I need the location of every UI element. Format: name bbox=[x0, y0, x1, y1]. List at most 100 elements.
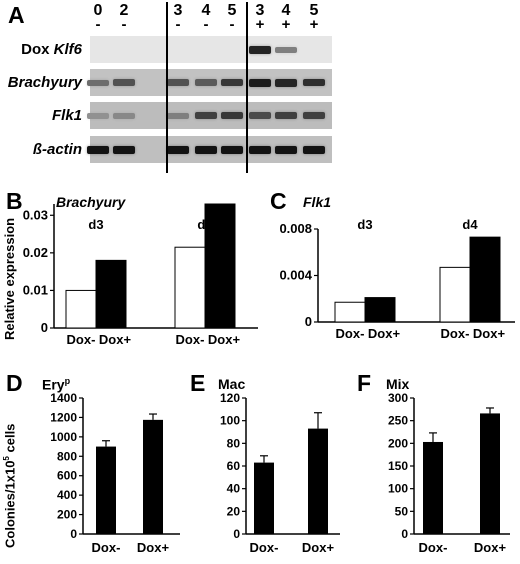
gel-band bbox=[87, 79, 109, 86]
y-tick-label: 80 bbox=[227, 436, 241, 450]
x-tick-label: Dox+ bbox=[137, 540, 170, 555]
gel-band bbox=[167, 145, 189, 154]
chart-f-title: Mix bbox=[386, 376, 410, 392]
bar bbox=[334, 301, 366, 323]
lane-dox-2: - bbox=[121, 16, 127, 33]
y-tick-label: 0 bbox=[401, 527, 408, 541]
y-tick-label: 0.004 bbox=[279, 268, 312, 283]
chart-c-title: Flk1 bbox=[303, 194, 332, 210]
gel-band bbox=[195, 145, 217, 154]
gel-band bbox=[87, 145, 109, 154]
gene-label-name: ß-actin bbox=[32, 141, 82, 158]
x-tick-label: Dox- bbox=[176, 332, 205, 347]
x-tick-label: Dox- bbox=[336, 326, 365, 341]
y-tick-label: 0 bbox=[233, 527, 240, 541]
lane-dox-3: - bbox=[175, 16, 181, 33]
y-tick-label: 0 bbox=[70, 527, 77, 541]
x-tick-label: Dox+ bbox=[208, 332, 241, 347]
x-tick-label: Dox+ bbox=[473, 326, 506, 341]
group-label: d4 bbox=[462, 217, 478, 232]
gel-band bbox=[249, 112, 271, 119]
y-tick-label: 1200 bbox=[50, 410, 77, 424]
group-label: d3 bbox=[88, 217, 103, 232]
y-tick-label: 400 bbox=[57, 488, 77, 502]
x-tick-label: Dox+ bbox=[474, 540, 507, 555]
bar bbox=[423, 441, 443, 534]
x-tick-label: Dox+ bbox=[99, 332, 132, 347]
lane-divider-2 bbox=[246, 2, 248, 173]
y-tick-label: 0 bbox=[305, 314, 312, 329]
gene-label-1: Dox Klf6 bbox=[21, 41, 82, 58]
group-label: d4 bbox=[197, 217, 213, 232]
gel-band bbox=[303, 112, 325, 119]
gel-band bbox=[167, 112, 189, 119]
y-tick-label: 0.02 bbox=[23, 245, 48, 260]
gene-label-4: ß-actin bbox=[33, 141, 82, 158]
bar bbox=[439, 266, 471, 323]
lane-dox-5: - bbox=[229, 16, 235, 33]
y-tick-label: 100 bbox=[388, 482, 408, 496]
gel-band bbox=[113, 79, 135, 86]
bar bbox=[480, 413, 500, 534]
x-tick-label: Dox- bbox=[250, 540, 279, 555]
gel-band bbox=[303, 145, 325, 154]
bar bbox=[143, 419, 163, 534]
y-tick-label: 150 bbox=[388, 459, 408, 473]
panel-e-label: E bbox=[190, 370, 206, 396]
y-tick-label: 250 bbox=[388, 414, 408, 428]
y-tick-label: 40 bbox=[227, 482, 241, 496]
gene-label-3: Flk1 bbox=[52, 107, 82, 124]
bar bbox=[364, 297, 396, 323]
y-tick-label: 20 bbox=[227, 504, 241, 518]
chart-d-title-sup: p bbox=[64, 376, 71, 386]
panel-a-label: A bbox=[8, 2, 25, 28]
y-tick-label: 300 bbox=[388, 391, 408, 405]
gel-band bbox=[221, 145, 243, 154]
y-tick-label: 0.03 bbox=[23, 207, 48, 222]
gel-band bbox=[249, 145, 271, 154]
gel-band bbox=[113, 112, 135, 119]
bar bbox=[95, 259, 127, 329]
gel-band bbox=[275, 112, 297, 119]
bar bbox=[204, 203, 236, 329]
lane-dox-7: + bbox=[281, 16, 291, 33]
gene-label-prefix: Dox bbox=[21, 41, 54, 58]
x-tick-label: Dox- bbox=[67, 332, 96, 347]
chart-d-title-text: Ery bbox=[42, 376, 65, 393]
lane-day-4: 4 bbox=[201, 2, 211, 19]
lane-dox-8: + bbox=[309, 16, 319, 33]
gel-band bbox=[275, 78, 297, 87]
y-tick-label: 200 bbox=[57, 508, 77, 522]
gel-band bbox=[275, 145, 297, 154]
gel-band bbox=[195, 79, 217, 86]
lane-dox-1: - bbox=[95, 16, 101, 33]
gel-band bbox=[167, 79, 189, 86]
x-tick-label: Dox- bbox=[419, 540, 448, 555]
y-tick-label: 0.008 bbox=[279, 221, 312, 236]
y-tick-label: 50 bbox=[395, 504, 409, 518]
bar bbox=[469, 236, 501, 323]
lane-dox-6: + bbox=[255, 16, 265, 33]
gel-band bbox=[87, 112, 109, 119]
y-tick-label: 0.01 bbox=[23, 282, 48, 297]
y-tick-label: 0 bbox=[41, 320, 48, 335]
lane-day-7: 4 bbox=[281, 2, 291, 19]
lane-day-2: 2 bbox=[119, 2, 129, 19]
gel-band bbox=[249, 45, 271, 54]
lane-day-1: 0 bbox=[93, 2, 103, 19]
x-tick-label: Dox- bbox=[92, 540, 121, 555]
y-tick-label: 200 bbox=[388, 436, 408, 450]
bar bbox=[96, 446, 116, 534]
lane-day-8: 5 bbox=[309, 2, 319, 19]
panel-f-label: F bbox=[357, 370, 372, 396]
gene-label-2: Brachyury bbox=[8, 74, 82, 91]
lane-day-3: 3 bbox=[173, 2, 183, 19]
gene-label-name: Klf6 bbox=[53, 41, 82, 58]
y-tick-label: 800 bbox=[57, 449, 77, 463]
gel-band bbox=[221, 79, 243, 86]
y-tick-label: 120 bbox=[220, 391, 240, 405]
group-label: d3 bbox=[357, 217, 372, 232]
panel-d-label: D bbox=[6, 370, 23, 396]
bar bbox=[65, 289, 97, 329]
gel-band bbox=[113, 145, 135, 154]
